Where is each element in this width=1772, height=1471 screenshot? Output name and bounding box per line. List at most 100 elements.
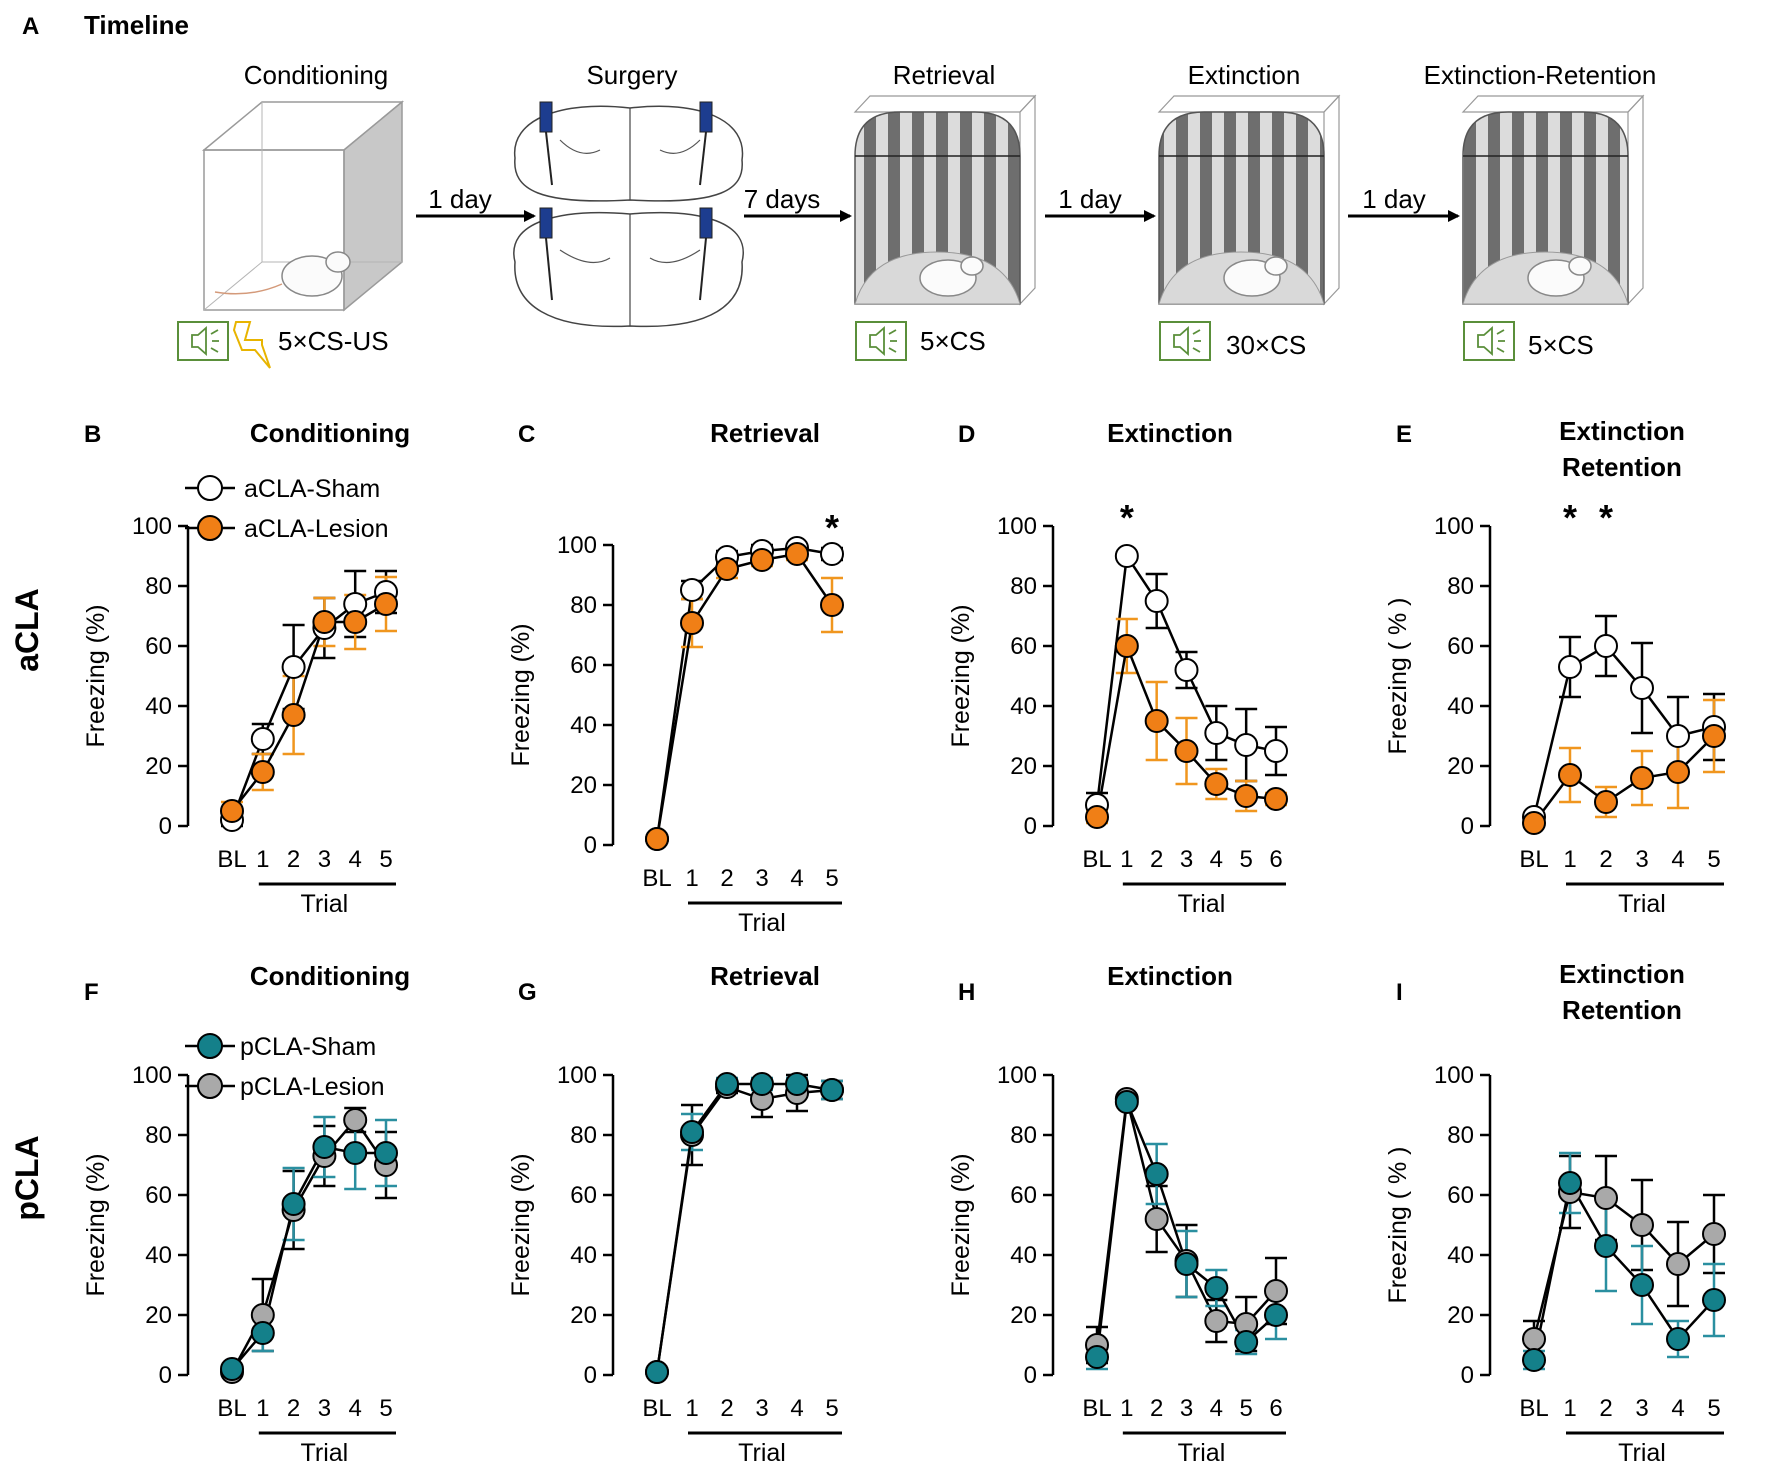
stage-extinction-retention-title: Extinction-Retention xyxy=(1424,60,1657,90)
x-tick-label-e-5: 5 xyxy=(1707,846,1720,873)
x-tick-label-g-4: 4 xyxy=(790,1395,803,1422)
chart-panel-g: G Retrieval 0 20 40 60 80 100 Freezing (%) BL 1 2 3 4… xyxy=(507,961,844,1467)
x-tick-label-h-2: 2 xyxy=(1150,1395,1163,1422)
y-tick-label-e-20: 20 xyxy=(1447,753,1474,780)
speaker-icon-extinction-retention xyxy=(1463,321,1515,361)
y-tick-label-f-60: 60 xyxy=(145,1182,172,1209)
y-tick-label-b-40: 40 xyxy=(145,693,172,720)
data-point-b-acla-lesion-2 xyxy=(281,703,306,727)
x-tick-label-d-3: 3 xyxy=(1180,846,1193,873)
x-tick-label-e-3: 3 xyxy=(1635,846,1648,873)
x-tick-label-d-2: 2 xyxy=(1150,846,1163,873)
data-point-b-acla-lesion-3 xyxy=(312,610,337,634)
data-point-g-pcla-sham-4 xyxy=(785,1072,809,1096)
x-tick-label-i-2: 2 xyxy=(1599,1395,1612,1422)
data-point-d-acla-lesion-2 xyxy=(1144,709,1169,733)
y-tick-label-g-0: 0 xyxy=(584,1362,597,1389)
data-point-f-pcla-sham-3 xyxy=(312,1135,337,1159)
y-tick-label-f-40: 40 xyxy=(145,1242,172,1269)
data-point-i-pcla-lesion-BL xyxy=(1522,1327,1546,1351)
data-point-h-pcla-lesion-4 xyxy=(1204,1309,1229,1333)
y-tick-label-f-100: 100 xyxy=(132,1062,172,1089)
data-point-d-acla-lesion-BL xyxy=(1085,805,1109,829)
y-axis-label-b: Freezing (%) xyxy=(82,604,110,747)
y-tick-label-e-100: 100 xyxy=(1434,513,1474,540)
legend-label-pcla-sham: pCLA-Sham xyxy=(240,1033,376,1061)
data-point-c-acla-lesion-BL xyxy=(645,827,669,851)
x-axis-label-f: Trial xyxy=(301,1439,349,1467)
stimulus-label-conditioning: 5×CS-US xyxy=(278,326,389,356)
data-point-h-pcla-lesion-2 xyxy=(1144,1207,1169,1231)
speaker-icon-extinction xyxy=(1159,321,1211,361)
x-tick-label-h-6: 6 xyxy=(1269,1395,1282,1422)
conditioning-chamber xyxy=(201,100,405,312)
stage-conditioning-title: Conditioning xyxy=(244,60,389,90)
stage-surgery-title: Surgery xyxy=(586,60,677,90)
x-axis-label-h: Trial xyxy=(1178,1439,1226,1467)
chart-panel-c: C Retrieval 0 20 40 60 80 100 Freezing (%) BL 1 2 3 4… xyxy=(507,418,844,937)
panel-label-i: I xyxy=(1396,979,1403,1006)
y-tick-label-b-20: 20 xyxy=(145,753,172,780)
x-tick-label-c-2: 2 xyxy=(720,865,733,892)
y-tick-label-e-0: 0 xyxy=(1461,813,1474,840)
y-axis-label-h: Freezing (%) xyxy=(947,1153,975,1296)
panel-label-c: C xyxy=(518,421,535,448)
chart-title-c: Retrieval xyxy=(710,418,820,448)
data-point-h-pcla-sham-2 xyxy=(1144,1162,1169,1186)
data-point-e-acla-lesion-5 xyxy=(1702,724,1726,748)
x-tick-label-g-2: 2 xyxy=(720,1395,733,1422)
y-tick-label-c-80: 80 xyxy=(570,592,597,619)
data-point-i-pcla-lesion-4 xyxy=(1666,1252,1690,1276)
data-point-i-pcla-lesion-3 xyxy=(1630,1213,1654,1237)
data-point-e-acla-sham-4 xyxy=(1666,724,1690,748)
y-tick-label-b-0: 0 xyxy=(159,813,172,840)
data-point-d-acla-sham-3 xyxy=(1174,658,1199,682)
data-point-e-acla-sham-3 xyxy=(1630,676,1654,700)
data-point-i-pcla-sham-1 xyxy=(1558,1171,1582,1195)
y-tick-label-d-40: 40 xyxy=(1010,693,1037,720)
row-label-pcla: pCLA xyxy=(9,1135,45,1220)
legend-label-acla-sham: aCLA-Sham xyxy=(244,475,380,503)
chart-title-i-line-2: Retention xyxy=(1562,995,1682,1025)
x-tick-label-g-3: 3 xyxy=(755,1395,768,1422)
chart-title-f: Conditioning xyxy=(250,961,410,991)
data-point-e-acla-lesion-3 xyxy=(1630,766,1654,790)
x-tick-label-i-1: 1 xyxy=(1563,1395,1576,1422)
data-point-i-pcla-sham-2 xyxy=(1594,1234,1618,1258)
data-point-h-pcla-sham-6 xyxy=(1264,1303,1288,1327)
x-tick-label-h-5: 5 xyxy=(1239,1395,1252,1422)
data-point-e-acla-sham-2 xyxy=(1594,634,1618,658)
x-tick-label-b-5: 5 xyxy=(379,846,392,873)
x-tick-label-h-1: 1 xyxy=(1120,1395,1133,1422)
arrow-label-2: 7 days xyxy=(744,184,821,214)
data-point-h-pcla-sham-3 xyxy=(1174,1252,1199,1276)
panel-label-b: B xyxy=(84,421,101,448)
chart-title-h: Extinction xyxy=(1107,961,1233,991)
chart-title-i-line-1: Extinction xyxy=(1559,959,1685,989)
y-tick-label-h-40: 40 xyxy=(1010,1242,1037,1269)
y-tick-label-i-20: 20 xyxy=(1447,1302,1474,1329)
data-point-e-acla-sham-1 xyxy=(1558,655,1582,679)
data-point-i-pcla-lesion-5 xyxy=(1702,1222,1726,1246)
data-point-b-acla-sham-2 xyxy=(281,655,306,679)
data-point-d-acla-lesion-6 xyxy=(1264,787,1288,811)
speaker-icon-retrieval xyxy=(855,321,907,361)
data-point-f-pcla-lesion-4 xyxy=(343,1108,368,1132)
y-tick-label-h-20: 20 xyxy=(1010,1302,1037,1329)
row-label-acla: aCLA xyxy=(9,588,45,672)
y-tick-label-h-100: 100 xyxy=(997,1062,1037,1089)
data-point-g-pcla-sham-BL xyxy=(645,1360,669,1384)
y-tick-label-c-20: 20 xyxy=(570,772,597,799)
brain-sections-icon xyxy=(513,101,744,328)
retrieval-chamber xyxy=(853,94,1037,306)
x-tick-label-f-3: 3 xyxy=(318,1395,331,1422)
arrow-label-4: 1 day xyxy=(1362,184,1426,214)
data-point-d-acla-sham-2 xyxy=(1144,589,1169,613)
data-point-b-acla-lesion-1 xyxy=(250,760,275,784)
chart-panel-h: H Extinction 0 20 40 60 80 100 Freezing (%) BL 1 2 3… xyxy=(947,961,1288,1467)
y-tick-label-g-100: 100 xyxy=(557,1062,597,1089)
data-point-c-acla-lesion-3 xyxy=(750,548,774,572)
y-tick-label-g-20: 20 xyxy=(570,1302,597,1329)
data-point-f-pcla-sham-2 xyxy=(281,1192,306,1216)
